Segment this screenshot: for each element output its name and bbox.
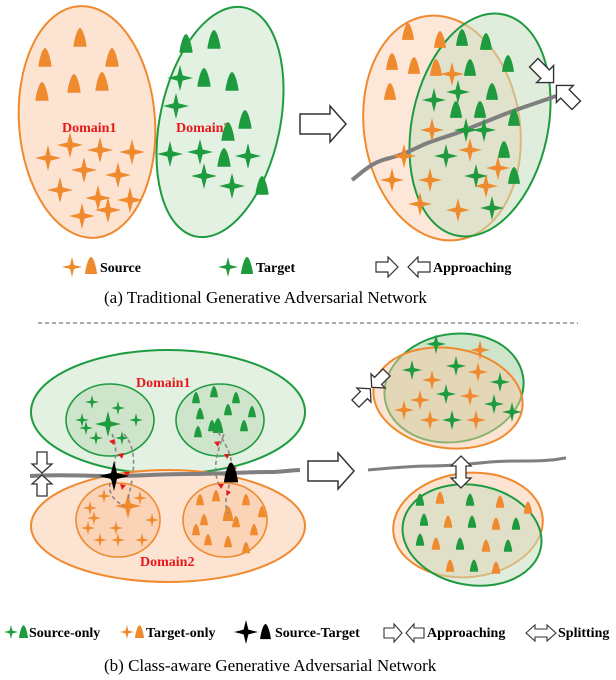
- panel-a: Domain1 Domain2 Source Target: [17, 5, 582, 307]
- approaching-arrow-icon: [528, 57, 582, 111]
- domain1-ellipse: [17, 5, 157, 239]
- decision-boundary: [350, 94, 557, 182]
- panel-b: Domain1 Domain2: [4, 332, 609, 675]
- domain1-label: Domain1: [62, 121, 116, 136]
- approaching-arrow-icon: [350, 367, 392, 409]
- triangle-icon: [85, 257, 97, 274]
- domain2-label-b: Domain2: [140, 555, 194, 570]
- legend-a: Source Target Approaching: [62, 255, 511, 279]
- legend-target-only: Target-only: [146, 626, 215, 641]
- star-icon: [234, 620, 258, 644]
- approaching-arrow-icon: [375, 255, 431, 279]
- legend-source-target: Source-Target: [275, 626, 360, 641]
- decision-boundary-b: [29, 468, 301, 479]
- domain2-label: Domain2: [176, 121, 230, 136]
- right-arrow-icon: [299, 104, 348, 144]
- approaching-arrow-icon: [383, 622, 425, 644]
- caption-a: (a) Traditional Generative Adversarial N…: [104, 288, 427, 307]
- splitting-arrow-icon: [449, 455, 473, 489]
- legend-source: Source: [100, 261, 141, 276]
- legend-approaching-b: Approaching: [427, 626, 505, 641]
- star-icon: [62, 257, 82, 277]
- triangle-icon: [19, 625, 28, 638]
- triangle-icon: [260, 624, 271, 640]
- star-icon: [120, 625, 134, 639]
- star-icon: [4, 625, 18, 639]
- splitting-arrow-icon: [525, 623, 557, 643]
- triangle-icon: [179, 34, 193, 53]
- triangle-icon: [241, 257, 253, 274]
- domain1-class-tri-ellipse: [175, 383, 265, 457]
- legend-splitting: Splitting: [558, 626, 609, 641]
- legend-target: Target: [256, 261, 295, 276]
- triangle-icon: [135, 625, 144, 638]
- domain1-label-b: Domain1: [136, 376, 190, 391]
- right-arrow-icon: [307, 451, 356, 491]
- approaching-arrow-icon: [30, 451, 54, 497]
- legend-b: Source-only Target-only Source-Target Ap…: [4, 620, 609, 644]
- star-icon: [218, 257, 238, 277]
- domain2-ellipse: [155, 5, 285, 239]
- domain2-class-star-ellipse: [75, 482, 161, 558]
- caption-b: (b) Class-aware Generative Adversarial N…: [104, 656, 437, 675]
- legend-approaching: Approaching: [433, 261, 511, 276]
- split-bottom-target-ellipse: [401, 483, 543, 587]
- legend-source-only: Source-only: [29, 626, 100, 641]
- decision-boundary-right: [367, 456, 567, 472]
